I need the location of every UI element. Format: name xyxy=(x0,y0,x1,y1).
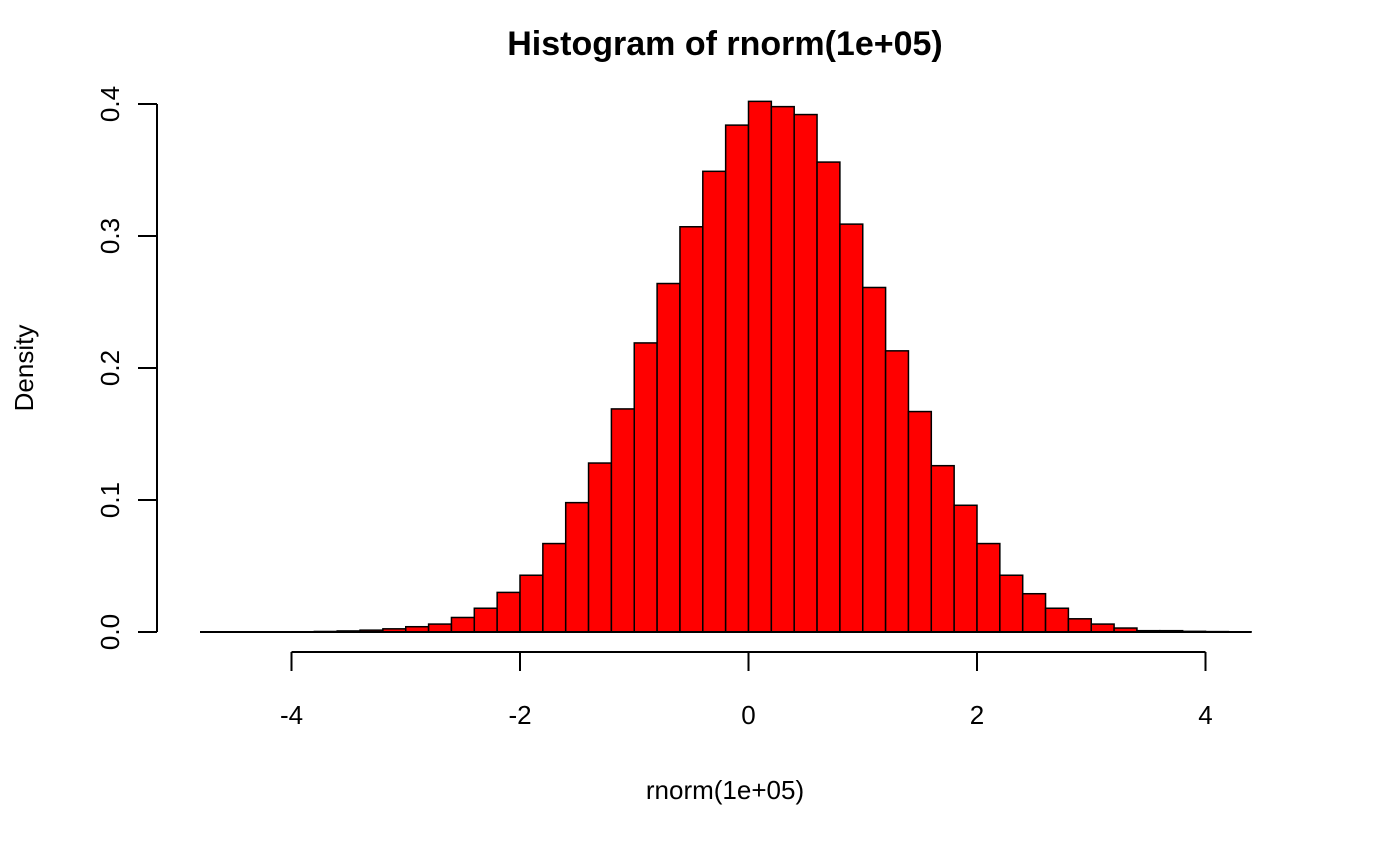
histogram-bar xyxy=(610,408,636,633)
histogram-bar xyxy=(542,542,567,633)
histogram-bar xyxy=(793,113,818,633)
histogram-bar xyxy=(519,574,544,633)
x-tick-label: 4 xyxy=(1198,700,1212,730)
y-axis-ticks: 0.0 0.1 0.2 0.3 0.4 xyxy=(95,86,157,650)
x-tick-label: 2 xyxy=(970,700,984,730)
histogram-bar xyxy=(496,591,521,633)
histogram-bar xyxy=(770,105,795,633)
histogram-bar xyxy=(1044,607,1070,633)
histogram-bar xyxy=(473,607,498,633)
histogram-bar xyxy=(656,282,681,633)
histogram-bar xyxy=(747,100,773,633)
histogram-bar xyxy=(633,342,658,633)
histogram-bar xyxy=(976,542,1001,633)
histogram-bar xyxy=(427,623,453,633)
histogram-bar xyxy=(564,501,590,633)
x-tick-label: 0 xyxy=(741,700,755,730)
y-tick-label: 0.1 xyxy=(95,482,125,518)
histogram-bar xyxy=(1067,618,1093,633)
bars-group xyxy=(200,100,1252,633)
x-tick-label: -4 xyxy=(280,700,303,730)
x-axis-ticks: -4 -2 0 2 4 xyxy=(280,652,1213,730)
histogram-bar xyxy=(953,504,978,633)
x-tick-label: -2 xyxy=(508,700,531,730)
histogram-bar xyxy=(862,286,887,633)
histogram-bar xyxy=(839,223,864,633)
histogram-bar xyxy=(816,161,841,633)
histogram-bar xyxy=(999,574,1024,633)
histogram-bar xyxy=(884,350,910,633)
chart-title: Histogram of rnorm(1e+05) xyxy=(507,25,943,63)
histogram-bar xyxy=(587,462,613,633)
y-tick-label: 0.3 xyxy=(95,218,125,254)
histogram-bar xyxy=(930,464,955,633)
histogram-bar xyxy=(1021,592,1047,633)
y-tick-label: 0.2 xyxy=(95,350,125,386)
histogram-bar xyxy=(1090,623,1115,633)
x-axis-label: rnorm(1e+05) xyxy=(646,775,804,805)
y-tick-label: 0.4 xyxy=(95,86,125,122)
histogram-bar xyxy=(907,410,933,633)
y-axis-label: Density xyxy=(9,325,39,412)
histogram-bar xyxy=(450,616,476,633)
histogram-bar xyxy=(724,124,750,633)
histogram-bar xyxy=(702,170,727,633)
y-tick-label: 0.0 xyxy=(95,614,125,650)
histogram-bar xyxy=(679,226,704,633)
